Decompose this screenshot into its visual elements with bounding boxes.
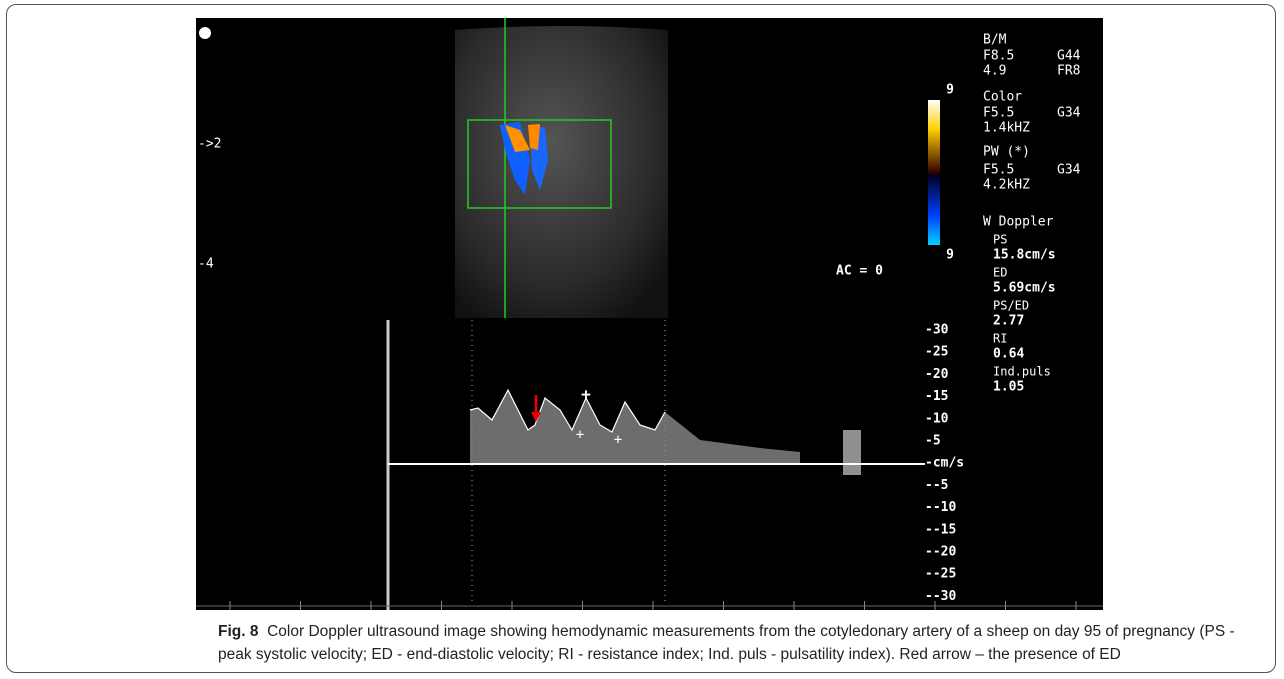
- info-text: 4.2kHZ: [983, 178, 1030, 193]
- cursor-mark: +: [581, 385, 591, 404]
- measure-label: ED: [993, 266, 1007, 280]
- velocity-label: --15: [925, 522, 956, 537]
- velocity-label: --5: [925, 478, 948, 493]
- scale-top: 9: [946, 83, 954, 98]
- flow-orange: [528, 124, 540, 150]
- info-text: G34: [1057, 163, 1081, 178]
- depth-mark: ->2: [198, 137, 221, 152]
- velocity-label: -25: [925, 345, 948, 360]
- info-text: Color: [983, 90, 1022, 105]
- info-text: G34: [1057, 106, 1081, 121]
- measure-value: 2.77: [993, 314, 1024, 329]
- info-text: F8.5: [983, 49, 1014, 64]
- artifact: [843, 430, 861, 475]
- velocity-label: --20: [925, 545, 956, 560]
- velocity-label: -20: [925, 367, 949, 382]
- ac-label: AC = 0: [836, 264, 883, 279]
- marker: [199, 27, 211, 39]
- flow-orange: [505, 125, 530, 152]
- info-text: F5.5: [983, 163, 1014, 178]
- info-text: 1.4kHZ: [983, 121, 1030, 136]
- measure-value: 0.64: [993, 347, 1024, 362]
- caption-text: Color Doppler ultrasound image showing h…: [218, 623, 1235, 663]
- color-bar: [928, 100, 940, 245]
- info-text: B/M: [983, 33, 1007, 48]
- velocity-label: -5: [925, 434, 941, 449]
- info-text: PW (*): [983, 145, 1030, 160]
- envelope: [469, 388, 666, 433]
- velocity-label: --30: [925, 589, 956, 604]
- velocity-label: --10: [925, 500, 956, 515]
- measure-value: 5.69cm/s: [993, 281, 1056, 296]
- info-text: 4.9: [983, 64, 1006, 79]
- measure-label: Ind.puls: [993, 365, 1051, 379]
- measure-value: 1.05: [993, 380, 1024, 395]
- color-box: [467, 119, 612, 209]
- velocity-label: --25: [925, 567, 956, 582]
- figure-frame: [6, 4, 1276, 673]
- spectrum: [470, 390, 800, 464]
- depth-mark: -4: [198, 257, 214, 272]
- measure-label: PS/ED: [993, 299, 1029, 313]
- measure-label: RI: [993, 332, 1007, 346]
- velocity-label: -10: [925, 411, 949, 426]
- red-arrow-head: [531, 412, 541, 422]
- scale-bottom: 9: [946, 248, 954, 263]
- cursor-mark: +: [576, 427, 584, 443]
- caption-label: Fig. 8: [218, 623, 259, 640]
- info-text: W Doppler: [983, 215, 1054, 230]
- tissue: [455, 26, 668, 318]
- caption: Fig. 8 Color Doppler ultrasound image sh…: [218, 620, 1238, 666]
- cursor-mark: +: [614, 432, 622, 448]
- info-text: FR8: [1057, 64, 1080, 79]
- velocity-label: -cm/s: [925, 456, 964, 471]
- info-text: F5.5: [983, 106, 1014, 121]
- measure-value: 15.8cm/s: [993, 248, 1056, 263]
- measure-label: PS: [993, 233, 1007, 247]
- velocity-label: -15: [925, 389, 948, 404]
- velocity-label: -30: [925, 323, 949, 338]
- info-text: G44: [1057, 49, 1081, 64]
